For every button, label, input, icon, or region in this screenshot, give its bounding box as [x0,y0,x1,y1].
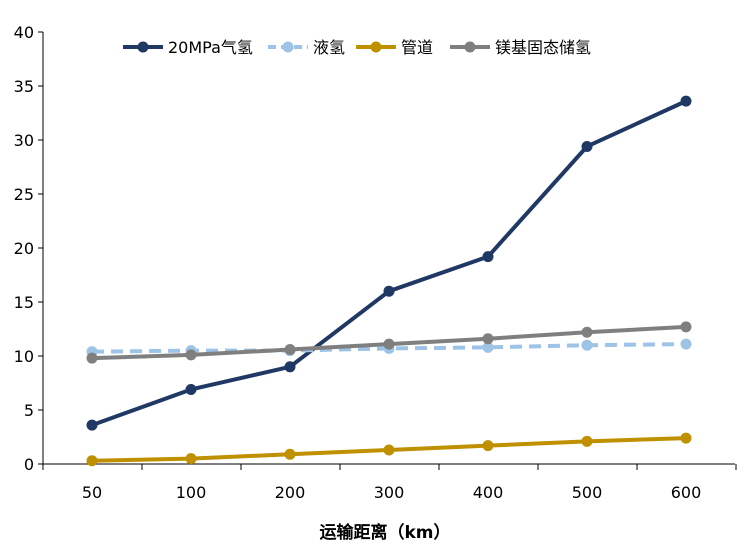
x-tick-label: 500 [572,483,603,502]
legend-item: 20MPa气氢 [123,38,253,57]
legend-item: 液氢 [268,38,345,57]
data-point [185,383,197,395]
x-tick-label: 400 [473,483,504,502]
legend-label: 管道 [401,38,433,57]
legend-label: 20MPa气氢 [168,38,253,57]
legend-label: 镁基固态储氢 [495,38,591,57]
x-tick-label: 100 [176,483,207,502]
y-tick-label: 35 [14,77,34,96]
data-point [383,338,395,350]
series-3 [86,432,692,467]
legend: 20MPa气氢 液氢 管道 镁基固态储氢 [123,38,591,57]
data-point [482,333,494,345]
legend-swatch-marker [137,41,149,53]
data-point [581,435,593,447]
data-point [383,444,395,456]
axes: 0 5 10 15 20 25 30 35 40 50 100 200 300 400 500 600 [14,23,737,502]
y-tick-label: 5 [24,401,34,420]
data-point [680,432,692,444]
data-point [482,251,494,263]
data-point [86,455,98,467]
legend-item: 镁基固态储氢 [450,38,591,57]
data-point [86,419,98,431]
data-point [86,352,98,364]
data-point [482,341,494,353]
legend-swatch-marker [370,41,382,53]
y-tick-label: 30 [14,131,34,150]
data-point [680,95,692,107]
y-tick-label: 25 [14,185,34,204]
data-point [581,326,593,338]
series-layer [86,95,692,467]
data-point [284,361,296,373]
data-point [284,344,296,356]
x-tick-label: 200 [275,483,306,502]
data-point [185,349,197,361]
data-point [185,453,197,465]
x-tick-label: 300 [374,483,405,502]
y-tick-label: 15 [14,293,34,312]
legend-swatch-marker [282,41,294,53]
series-4 [86,321,692,364]
data-point [581,339,593,351]
y-tick-label: 20 [14,239,34,258]
legend-swatch-marker [464,41,476,53]
data-point [383,285,395,297]
x-tick-label: 600 [671,483,702,502]
series-1 [86,95,692,431]
legend-item: 管道 [356,38,433,57]
x-tick-label: 50 [82,483,102,502]
data-point [680,321,692,333]
data-point [581,140,593,152]
data-point [284,448,296,460]
legend-label: 液氢 [313,38,345,57]
x-axis-title: 运输距离（km） [319,522,450,543]
y-tick-label: 10 [14,347,34,366]
series-line [91,99,687,428]
y-tick-label: 40 [14,23,34,42]
data-point [482,440,494,452]
y-tick-label: 0 [24,455,34,474]
data-point [680,338,692,350]
